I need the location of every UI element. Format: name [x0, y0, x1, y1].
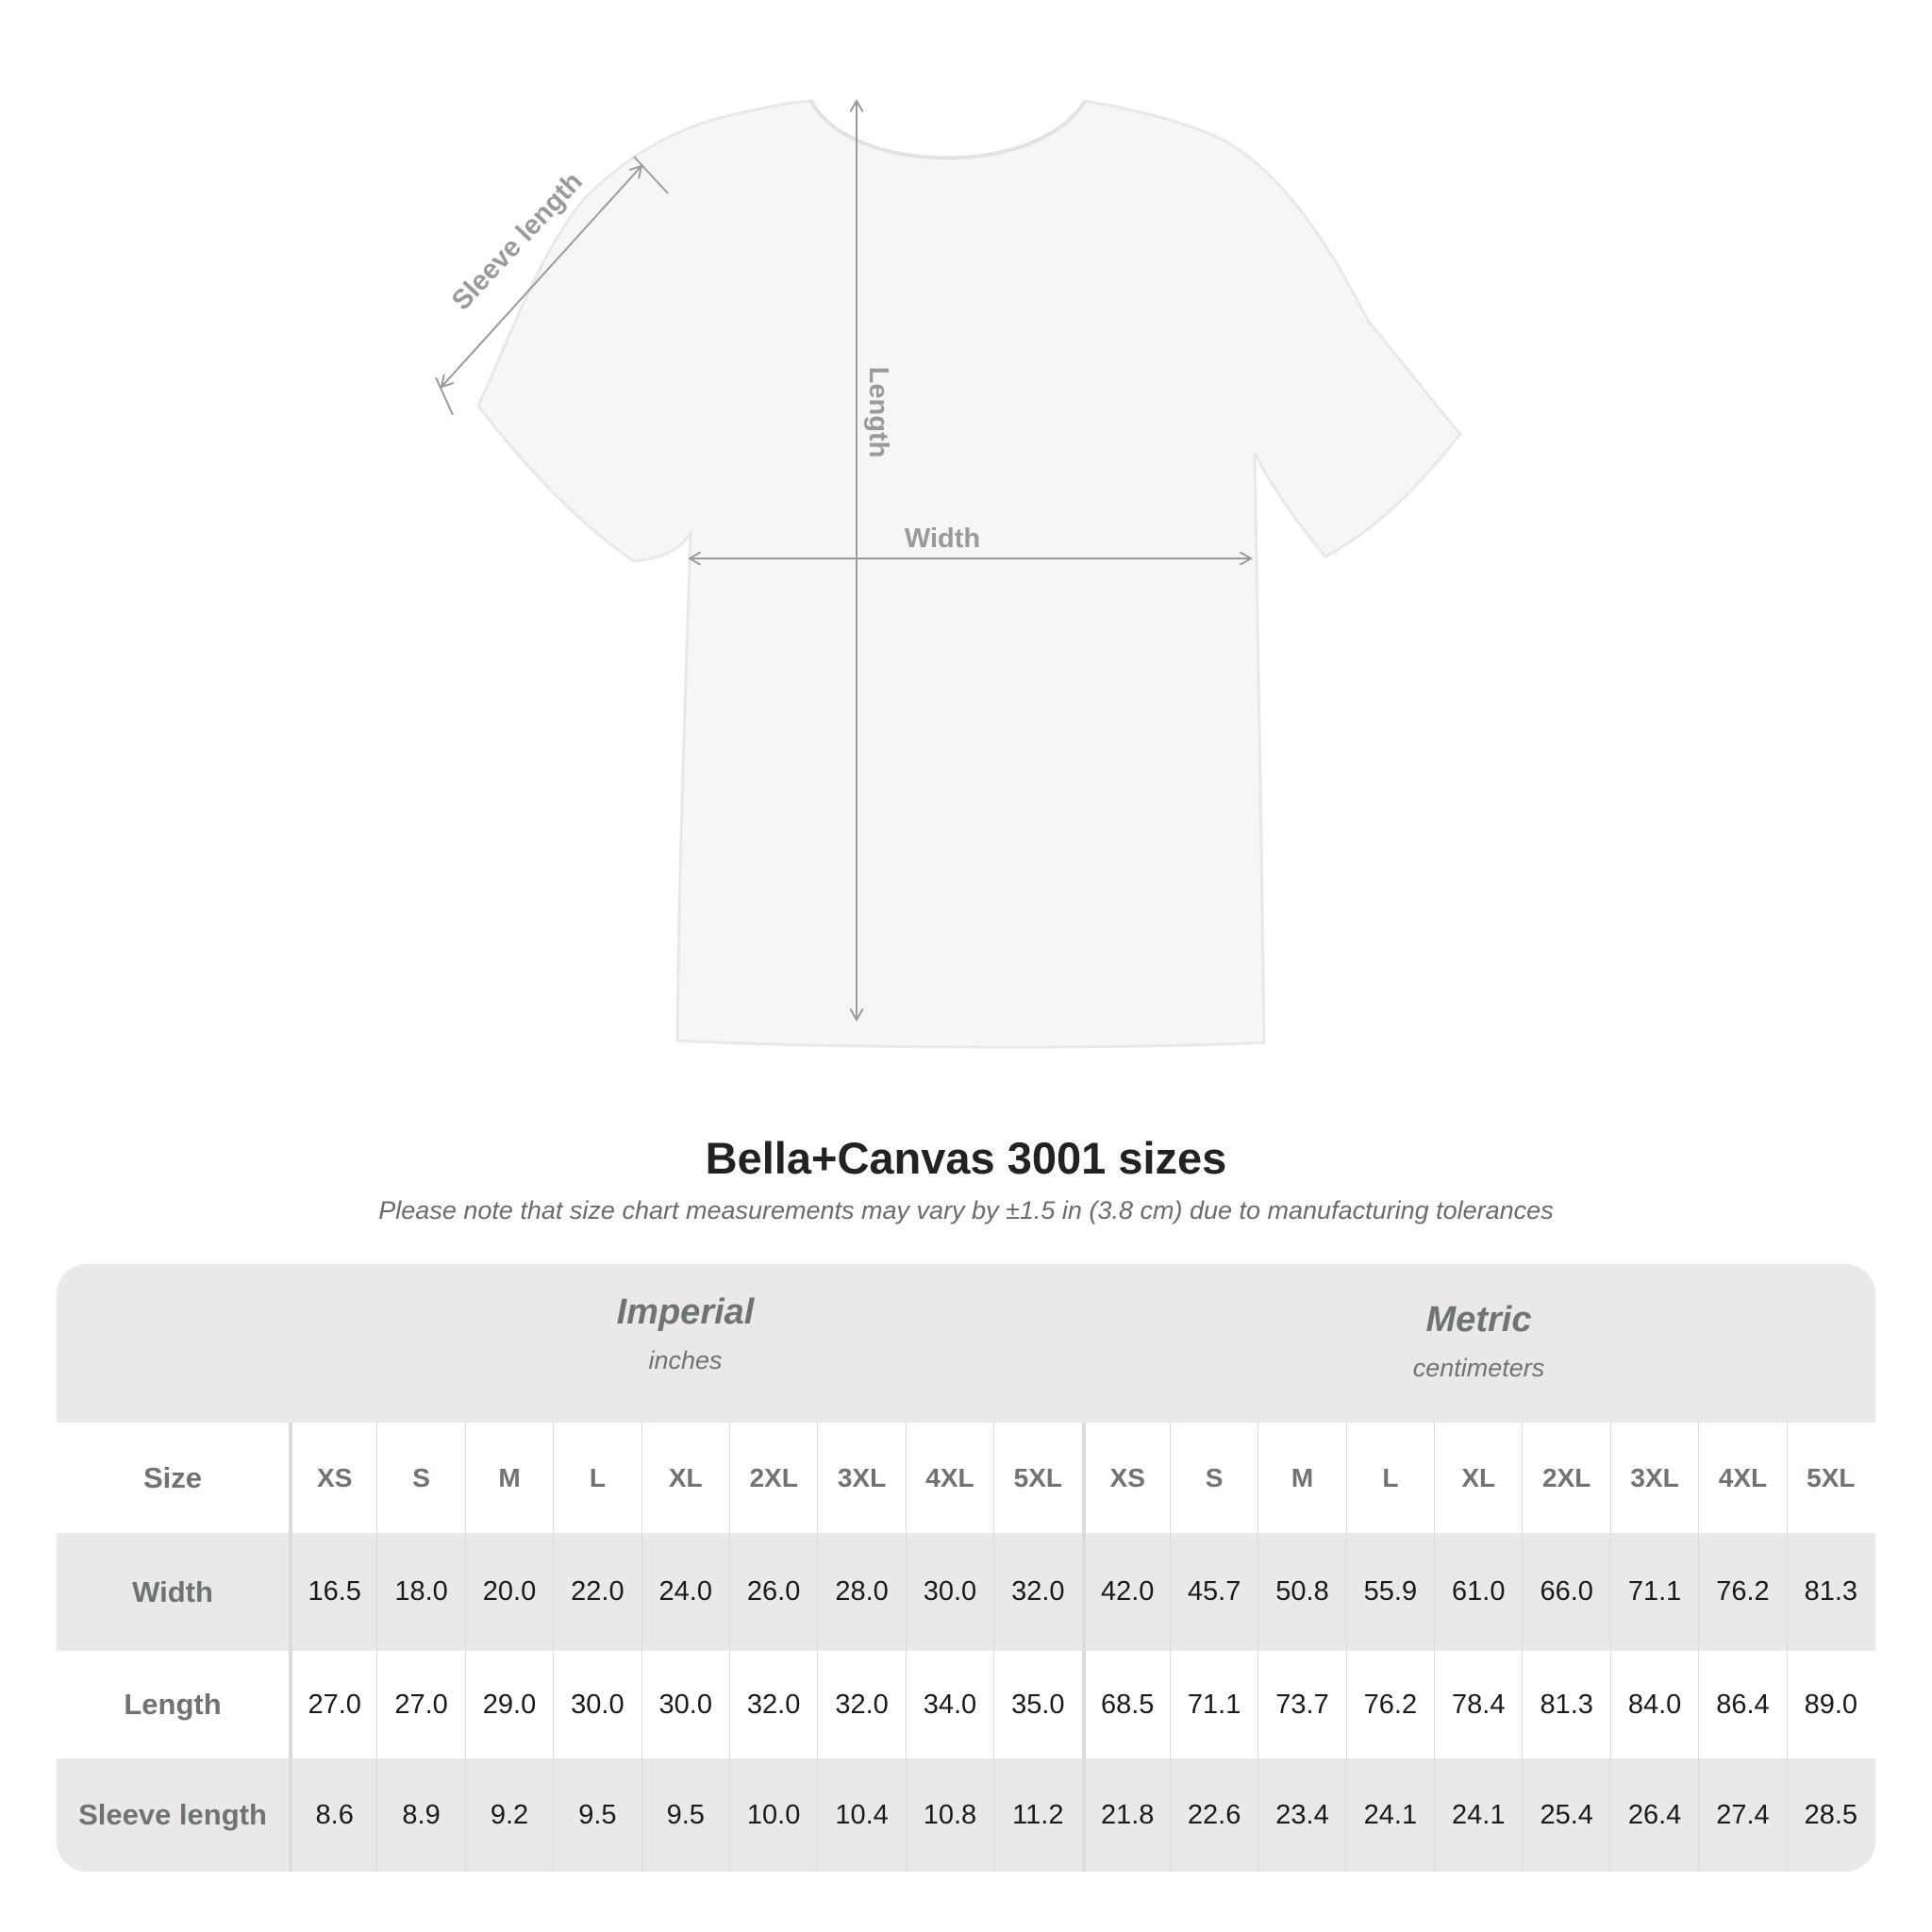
- imperial-value-cell: 20.0: [464, 1533, 553, 1651]
- metric-size-header: XS: [1081, 1423, 1170, 1533]
- imperial-size-header: 3XL: [817, 1423, 905, 1533]
- metric-size-header: L: [1345, 1423, 1434, 1533]
- imperial-value-cell: 32.0: [993, 1533, 1081, 1651]
- imperial-value-cell: 22.0: [553, 1533, 641, 1651]
- metric-value-cell: 55.9: [1345, 1533, 1434, 1651]
- imperial-value-cell: 9.5: [553, 1758, 641, 1872]
- metric-value-cell: 66.0: [1522, 1533, 1609, 1651]
- tshirt-diagram: Sleeve length Length Width: [435, 0, 1462, 1049]
- width-label: Width: [905, 524, 980, 554]
- imperial-value-cell: 32.0: [728, 1651, 817, 1758]
- metric-size-header: 5XL: [1786, 1423, 1874, 1533]
- tolerance-note: Please note that size chart measurements…: [378, 1196, 1554, 1224]
- size-label: Size: [142, 1460, 203, 1494]
- imperial-value-cell: 9.5: [641, 1758, 729, 1872]
- imperial-value-cell: 32.0: [817, 1651, 905, 1758]
- imperial-value-cell: 28.0: [817, 1533, 905, 1651]
- tshirt-shape: [476, 99, 1462, 1049]
- imperial-value-cell: 30.0: [905, 1533, 993, 1651]
- imperial-size-header: 2XL: [728, 1423, 817, 1533]
- metric-value-cell: 81.3: [1522, 1651, 1609, 1758]
- imperial-value-cell: 35.0: [993, 1651, 1081, 1758]
- imperial-value-cell: 27.0: [289, 1651, 376, 1758]
- metric-value-cell: 45.7: [1169, 1533, 1257, 1651]
- metric-value-cell: 73.7: [1257, 1651, 1345, 1758]
- collar: [809, 99, 1087, 160]
- metric-group: Metric centimeters: [1082, 1300, 1875, 1383]
- imperial-size-header: 5XL: [993, 1423, 1081, 1533]
- metric-value-cell: 71.1: [1169, 1651, 1257, 1758]
- row-label: Width: [132, 1574, 213, 1608]
- metric-value-cell: 84.0: [1609, 1651, 1698, 1758]
- metric-value-cell: 71.1: [1609, 1533, 1698, 1651]
- metric-value-cell: 21.8: [1081, 1758, 1170, 1872]
- table-row: Length 27.0 27.0 29.0 30.0 30.0 32.0 32.0 34.0 35…: [57, 1651, 1875, 1758]
- imperial-value-cell: 26.0: [728, 1533, 817, 1651]
- metric-value-cell: 23.4: [1257, 1758, 1345, 1872]
- imperial-value-cell: 9.2: [464, 1758, 553, 1872]
- metric-size-header: 2XL: [1522, 1423, 1609, 1533]
- metric-value-cell: 50.8: [1257, 1533, 1345, 1651]
- imperial-unit: inches: [648, 1346, 723, 1374]
- unit-header: Imperial inches Metric centimeters: [57, 1264, 1875, 1423]
- metric-size-header: 3XL: [1609, 1423, 1698, 1533]
- metric-value-cell: 26.4: [1609, 1758, 1698, 1872]
- imperial-size-header: XS: [289, 1423, 376, 1533]
- metric-value-cell: 76.2: [1698, 1533, 1786, 1651]
- imperial-title: Imperial: [616, 1292, 755, 1332]
- metric-value-cell: 24.1: [1345, 1758, 1434, 1872]
- metric-value-cell: 22.6: [1169, 1758, 1257, 1872]
- metric-size-header: M: [1257, 1423, 1345, 1533]
- imperial-value-cell: 30.0: [553, 1651, 641, 1758]
- metric-value-cell: 27.4: [1698, 1758, 1786, 1872]
- imperial-value-cell: 34.0: [905, 1651, 993, 1758]
- imperial-value-cell: 10.8: [905, 1758, 993, 1872]
- metric-value-cell: 86.4: [1698, 1651, 1786, 1758]
- imperial-value-cell: 29.0: [464, 1651, 553, 1758]
- imperial-group: Imperial inches: [289, 1292, 1082, 1375]
- metric-value-cell: 78.4: [1434, 1651, 1522, 1758]
- imperial-value-cell: 24.0: [641, 1533, 729, 1651]
- imperial-size-header: L: [553, 1423, 641, 1533]
- metric-unit: centimeters: [1412, 1354, 1545, 1382]
- metric-size-header: 4XL: [1698, 1423, 1786, 1533]
- length-label: Length: [863, 367, 893, 458]
- metric-value-cell: 25.4: [1522, 1758, 1609, 1872]
- imperial-value-cell: 30.0: [641, 1651, 729, 1758]
- sleeve-arrow: [441, 166, 641, 387]
- metric-size-header: S: [1169, 1423, 1257, 1533]
- metric-title: Metric: [1425, 1300, 1532, 1340]
- imperial-value-cell: 8.9: [376, 1758, 464, 1872]
- metric-value-cell: 28.5: [1786, 1758, 1874, 1872]
- table-row: Sleeve length 8.6 8.9 9.2 9.5 9.5 10.0 10.4 10.8…: [57, 1758, 1875, 1872]
- imperial-size-header: XL: [641, 1423, 729, 1533]
- metric-size-header: XL: [1434, 1423, 1522, 1533]
- imperial-value-cell: 11.2: [993, 1758, 1081, 1872]
- metric-value-cell: 89.0: [1786, 1651, 1874, 1758]
- metric-value-cell: 61.0: [1434, 1533, 1522, 1651]
- imperial-value-cell: 8.6: [289, 1758, 376, 1872]
- row-label: Sleeve length: [78, 1798, 267, 1831]
- imperial-size-header: 4XL: [905, 1423, 993, 1533]
- imperial-value-cell: 18.0: [376, 1533, 464, 1651]
- metric-value-cell: 81.3: [1786, 1533, 1874, 1651]
- imperial-value-cell: 27.0: [376, 1651, 464, 1758]
- row-label: Length: [124, 1688, 222, 1721]
- size-table: Imperial inches Metric centimeters Size X…: [57, 1264, 1875, 1872]
- metric-value-cell: 68.5: [1081, 1651, 1170, 1758]
- imperial-value-cell: 10.4: [817, 1758, 905, 1872]
- imperial-size-header: M: [464, 1423, 553, 1533]
- page-title: Bella+Canvas 3001 sizes: [705, 1133, 1227, 1183]
- imperial-value-cell: 10.0: [728, 1758, 817, 1872]
- size-header-row: Size XS S M L XL 2XL 3XL 4XL 5XL XS S M L XL 2XL 3XL 4XL 5…: [57, 1423, 1875, 1533]
- table-row: Width 16.5 18.0 20.0 22.0 24.0 26.0 28.0 30.0 32.…: [57, 1533, 1875, 1651]
- imperial-size-header: S: [376, 1423, 464, 1533]
- metric-value-cell: 76.2: [1345, 1651, 1434, 1758]
- imperial-value-cell: 16.5: [289, 1533, 376, 1651]
- metric-value-cell: 42.0: [1081, 1533, 1170, 1651]
- metric-value-cell: 24.1: [1434, 1758, 1522, 1872]
